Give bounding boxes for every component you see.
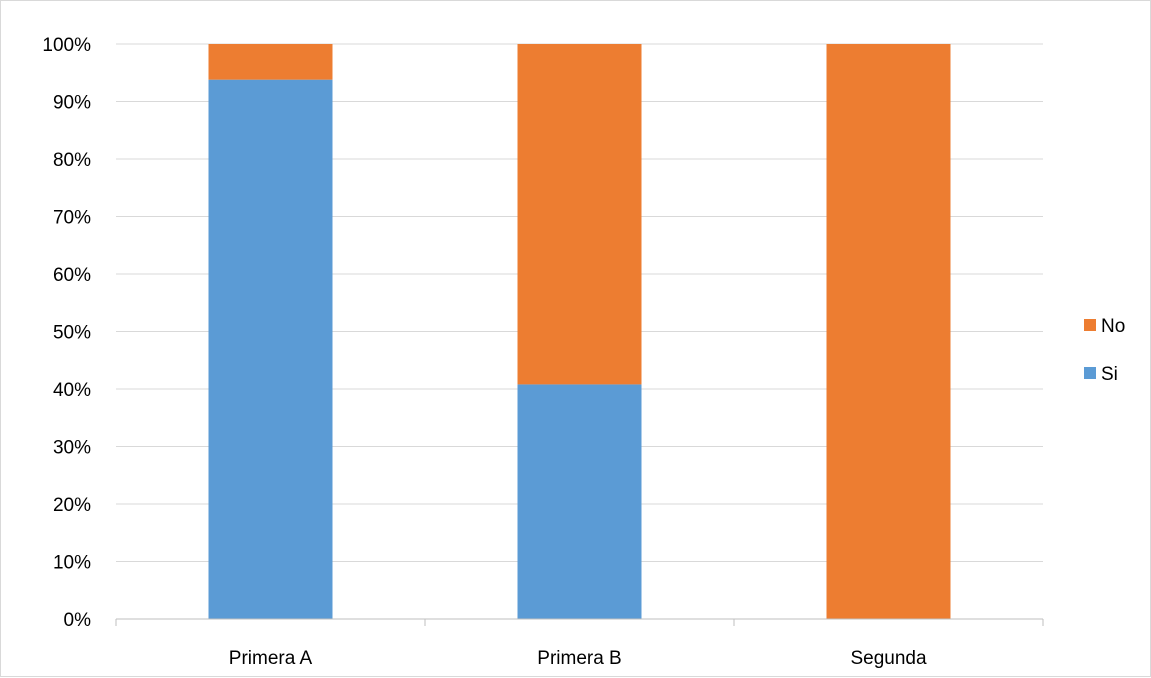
legend: No Si xyxy=(1084,316,1125,385)
x-tick-label: Segunda xyxy=(850,648,927,669)
y-tick-label: 10% xyxy=(53,553,91,574)
y-tick-label: 50% xyxy=(53,323,91,344)
x-tick-label: Primera A xyxy=(229,648,313,669)
y-tick-label: 70% xyxy=(53,208,91,229)
y-tick-label: 90% xyxy=(53,93,91,114)
axes: 0% 10% 20% 30% 40% 50% 60% 70% 80% 90% 100% Primera… xyxy=(42,35,1044,669)
bars xyxy=(208,44,951,619)
y-tick-label: 60% xyxy=(53,265,91,286)
legend-label-si: Si xyxy=(1101,364,1118,385)
y-tick-label: 0% xyxy=(64,610,92,631)
bar-segment-si xyxy=(517,384,642,619)
x-tick-label: Primera B xyxy=(537,648,621,669)
bar-segment-no xyxy=(826,44,951,619)
legend-label-no: No xyxy=(1101,316,1125,337)
bar-segment-no xyxy=(208,44,333,80)
bar-segment-si xyxy=(208,79,333,619)
y-tick-label: 100% xyxy=(42,35,91,56)
y-tick-label: 80% xyxy=(53,150,91,171)
legend-swatch-si xyxy=(1084,367,1096,379)
y-tick-label: 30% xyxy=(53,438,91,459)
legend-swatch-no xyxy=(1084,319,1096,331)
bar-segment-no xyxy=(517,44,642,385)
y-tick-label: 40% xyxy=(53,380,91,401)
y-tick-label: 20% xyxy=(53,495,91,516)
